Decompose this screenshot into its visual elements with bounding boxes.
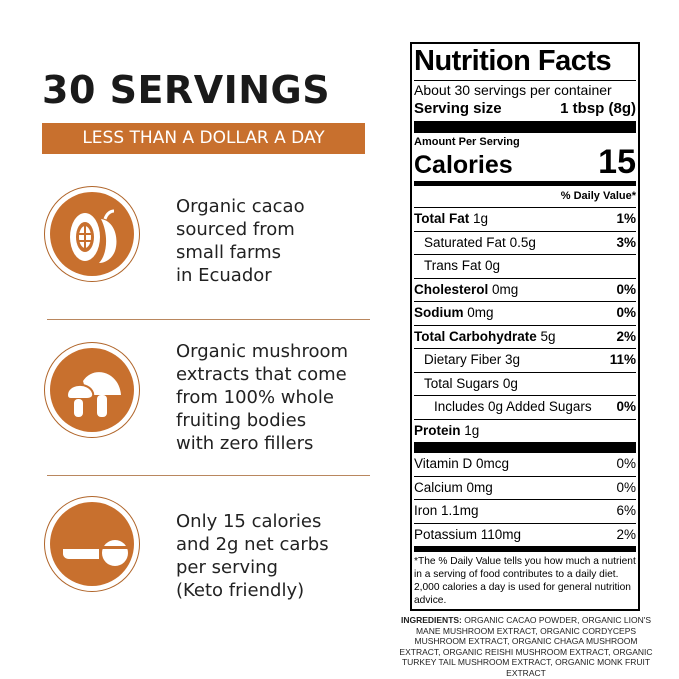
vitamin-row: Iron 1.1mg 6% xyxy=(414,500,636,524)
footnote: *The % Daily Value tells you how much a … xyxy=(414,556,636,606)
nutrient-label: Total Fat xyxy=(414,211,470,226)
feature-line: in Ecuador xyxy=(176,265,272,286)
nutrient-amount: 1g xyxy=(464,422,480,438)
vitamin-row: Vitamin D 0mcg 0% xyxy=(414,453,636,477)
nutrient-row: Total Sugars 0g xyxy=(414,373,636,396)
feature-line: Only 15 calories xyxy=(176,511,322,532)
headline: 30 SERVINGS xyxy=(42,68,331,112)
nutrient-row: Total Fat 1g 1% xyxy=(414,208,636,232)
nutrient-dv: 3% xyxy=(616,234,636,250)
nutrient-label: Includes 0g Added Sugars xyxy=(434,399,592,414)
nutrient-label: Saturated Fat xyxy=(424,234,506,250)
vitamin-row: Potassium 110mg 2% xyxy=(414,524,636,547)
feature-line: fruiting bodies xyxy=(176,410,307,431)
nutrient-dv: 0% xyxy=(616,399,636,414)
nutrient-dv: 0% xyxy=(616,281,636,297)
feature-line: Organic cacao xyxy=(176,196,305,217)
nutrient-row: Protein 1g xyxy=(414,420,636,443)
nutrient-row: Saturated Fat 0.5g 3% xyxy=(414,232,636,255)
servings-per-container: About 30 servings per container xyxy=(414,80,636,99)
nutrient-label: Dietary Fiber xyxy=(424,352,502,367)
nutrient-row: Includes 0g Added Sugars 0% xyxy=(414,396,636,420)
vitamin-label: Iron 1.1mg xyxy=(414,503,479,518)
nutrient-label: Total Sugars xyxy=(424,375,500,391)
vitamin-label: Vitamin D 0mcg xyxy=(414,456,510,471)
vitamin-label: Calcium 0mg xyxy=(414,479,493,495)
vitamin-label: Potassium 110mg xyxy=(414,526,522,542)
feature-line: with zero fillers xyxy=(176,433,314,454)
feature-calories: Only 15 calories and 2g net carbs per serv… xyxy=(176,510,401,602)
feature-line: from 100% whole xyxy=(176,387,335,408)
vitamin-row: Calcium 0mg 0% xyxy=(414,477,636,500)
nutrition-title: Nutrition Facts xyxy=(414,45,612,77)
ingredients: INGREDIENTS: ORGANIC CACAO POWDER, ORGAN… xyxy=(395,615,657,678)
nutrient-row: Dietary Fiber 3g 11% xyxy=(414,349,636,373)
ingredients-text: ORGANIC CACAO POWDER, ORGANIC LION'S MAN… xyxy=(399,615,653,678)
nutrient-row: Total Carbohydrate 5g 2% xyxy=(414,326,636,349)
divider xyxy=(47,475,370,476)
nutrient-amount: 0g xyxy=(485,258,501,273)
feature-line: small farms xyxy=(176,242,282,263)
nutrient-amount: 0mg xyxy=(467,305,494,320)
nutrition-facts-label: Nutrition Facts About 30 servings per co… xyxy=(410,42,640,611)
calories-label: Calories xyxy=(414,151,513,179)
feature-line: sourced from xyxy=(176,219,295,240)
nutrient-row: Sodium 0mg 0% xyxy=(414,302,636,326)
nutrient-amount: 0.5g xyxy=(509,234,536,250)
divider-bar xyxy=(414,121,636,133)
vitamin-dv: 6% xyxy=(616,503,636,518)
ingredients-label: INGREDIENTS: xyxy=(400,615,462,625)
nutrient-label: Total Carbohydrate xyxy=(414,328,537,344)
price-banner: LESS THAN A DOLLAR A DAY xyxy=(42,123,365,154)
mushroom-icon xyxy=(44,342,140,438)
daily-value-header: % Daily Value* xyxy=(414,186,636,208)
vitamin-dv: 2% xyxy=(616,526,636,542)
feature-line: extracts that come xyxy=(176,364,347,385)
feature-cacao: Organic cacao sourced from small farms in E… xyxy=(176,195,401,287)
nutrient-amount: 5g xyxy=(540,328,556,344)
nutrient-label: Sodium xyxy=(414,305,464,320)
divider-bar xyxy=(414,546,636,552)
nutrient-amount: 3g xyxy=(505,352,521,367)
feature-line: Organic mushroom xyxy=(176,341,349,362)
nutrient-dv: 0% xyxy=(616,305,636,320)
nutrient-amount: 0g xyxy=(502,375,518,391)
nutrient-label: Cholesterol xyxy=(414,281,489,297)
nutrient-dv: 11% xyxy=(609,352,636,367)
cacao-pod-icon xyxy=(44,186,140,282)
feature-mushroom: Organic mushroom extracts that come from 1… xyxy=(176,340,401,455)
serving-size-label: Serving size xyxy=(414,100,502,117)
measuring-spoon-icon xyxy=(44,496,140,592)
serving-size-value: 1 tbsp (8g) xyxy=(560,100,636,117)
nutrient-dv: 1% xyxy=(616,211,636,226)
nutrient-row: Cholesterol 0mg 0% xyxy=(414,279,636,302)
vitamin-dv: 0% xyxy=(616,456,636,471)
amount-per-serving: Amount Per Serving xyxy=(414,136,520,148)
calories-value: 15 xyxy=(598,143,636,181)
divider-bar xyxy=(414,442,636,453)
vitamin-dv: 0% xyxy=(616,479,636,495)
nutrient-label: Protein xyxy=(414,422,461,438)
nutrient-row: Trans Fat 0g xyxy=(414,255,636,279)
nutrient-amount: 0mg xyxy=(492,281,519,297)
feature-line: and 2g net carbs xyxy=(176,534,329,555)
feature-line: per serving xyxy=(176,557,278,578)
nutrient-amount: 1g xyxy=(473,211,489,226)
feature-line: (Keto friendly) xyxy=(176,580,305,601)
nutrient-dv: 2% xyxy=(616,328,636,344)
divider xyxy=(47,319,370,320)
nutrient-label: Trans Fat xyxy=(424,258,482,273)
divider-bar xyxy=(414,181,636,186)
